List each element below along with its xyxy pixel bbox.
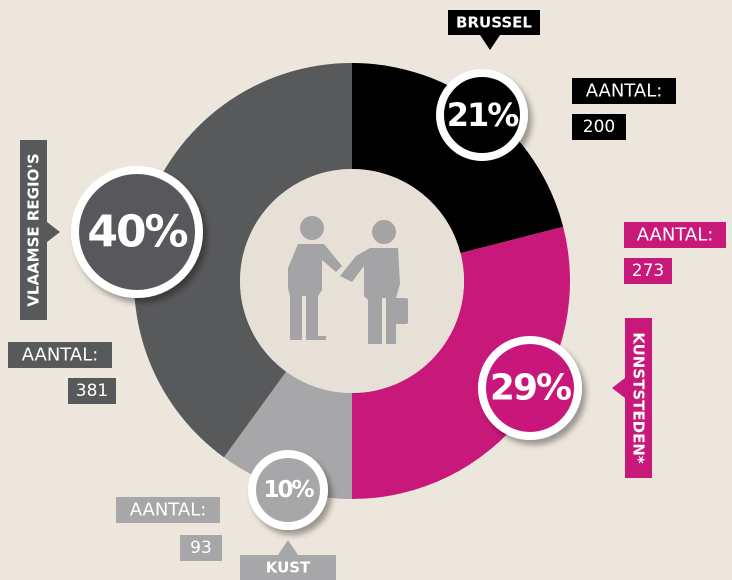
count-value: 93 — [190, 538, 212, 558]
percent-label: 29% — [490, 368, 571, 409]
label-pointer — [612, 378, 625, 398]
count-value: 273 — [632, 261, 664, 281]
labels: 21% BRUSSEL AANTAL: 200 29% KUNSTSTEDEN* AANTA… — [8, 10, 726, 580]
percent-badge — [248, 450, 328, 530]
donut-segment — [352, 226, 570, 500]
handshake-icon — [288, 216, 408, 344]
count-label: AANTAL: — [586, 81, 663, 102]
label-pointer — [480, 35, 500, 50]
count-label-box — [8, 342, 112, 368]
category-box — [625, 318, 652, 478]
category-box — [20, 140, 47, 320]
count-box — [180, 535, 222, 561]
donut-segment — [134, 63, 352, 458]
count-label-box — [116, 497, 220, 523]
category-label: KUNSTSTEDEN* — [630, 332, 648, 464]
count-box — [68, 378, 116, 404]
label-pointer — [47, 222, 60, 242]
count-label: AANTAL: — [130, 500, 207, 521]
percent-label: 40% — [87, 207, 187, 258]
percent-label: 21% — [447, 96, 520, 134]
count-label: AANTAL: — [637, 225, 714, 246]
category-label: KUST — [266, 559, 311, 577]
count-value: 200 — [583, 117, 615, 137]
category-label: BRUSSEL — [456, 14, 532, 32]
category-box — [240, 555, 336, 580]
percent-badge — [478, 336, 582, 440]
percent-label: 10% — [263, 477, 314, 503]
label-pointer — [278, 540, 298, 555]
count-box — [624, 258, 672, 284]
count-label-box — [572, 78, 676, 104]
category-label: VLAAMSE REGIO'S — [25, 153, 43, 306]
count-box — [572, 114, 626, 140]
donut-segment — [352, 63, 564, 254]
percent-badge — [71, 166, 203, 298]
count-label: AANTAL: — [22, 345, 99, 366]
count-label-box — [624, 222, 726, 248]
count-value: 381 — [76, 381, 108, 401]
percent-badge — [436, 69, 528, 161]
category-box — [448, 10, 540, 35]
